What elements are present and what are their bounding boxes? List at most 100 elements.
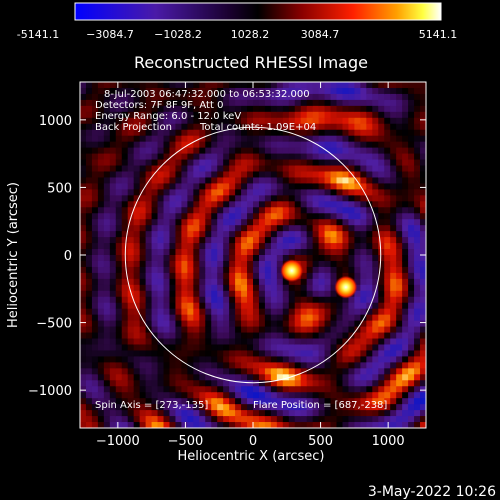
heatmap-cell xyxy=(384,296,391,304)
heatmap-cell xyxy=(115,219,123,226)
heatmap-cell xyxy=(157,290,165,298)
heatmap-cell xyxy=(181,308,188,316)
heatmap-cell xyxy=(247,237,254,244)
heatmap-cell xyxy=(145,284,153,292)
heatmap-cell xyxy=(270,123,278,131)
heatmap-cell xyxy=(288,284,296,292)
heatmap-cell xyxy=(127,201,135,208)
flare-source-1 xyxy=(280,259,304,283)
heatmap-cell xyxy=(312,231,320,238)
heatmap-cell xyxy=(396,255,403,262)
heatmap-cell xyxy=(318,314,326,322)
heatmap-cell xyxy=(175,189,183,196)
heatmap-cell xyxy=(80,213,87,220)
heatmap-cell xyxy=(235,123,242,131)
heatmap-cell xyxy=(318,272,326,280)
heatmap-cell xyxy=(324,123,332,131)
heatmap-cell xyxy=(270,237,278,244)
heatmap-cell xyxy=(157,308,165,316)
heatmap-cell xyxy=(139,201,147,208)
heatmap-cell xyxy=(384,195,391,202)
heatmap-cell xyxy=(103,117,111,125)
heatmap-cell xyxy=(217,105,224,113)
heatmap-cell xyxy=(300,243,308,250)
heatmap-cell xyxy=(229,129,236,137)
heatmap-cell xyxy=(181,260,188,268)
heatmap-cell xyxy=(121,183,129,190)
heatmap-cell xyxy=(253,207,260,214)
heatmap-cell xyxy=(151,404,159,411)
heatmap-cell xyxy=(205,243,212,250)
heatmap-cell xyxy=(336,374,344,381)
heatmap-cell xyxy=(169,422,177,428)
heatmap-cell xyxy=(396,392,403,399)
heatmap-cell xyxy=(288,374,296,381)
heatmap-cell xyxy=(91,380,99,387)
heatmap-cell xyxy=(229,350,236,358)
heatmap-cell xyxy=(223,195,230,202)
heatmap-cell xyxy=(282,153,290,161)
heatmap-cell xyxy=(378,207,385,214)
heatmap-cell xyxy=(253,93,260,101)
heatmap-cell xyxy=(402,266,409,274)
heatmap-cell xyxy=(97,183,105,190)
heatmap-cell xyxy=(253,368,260,375)
heatmap-cell xyxy=(396,195,403,202)
heatmap-cell xyxy=(312,111,320,119)
heatmap-cell xyxy=(306,82,314,89)
heatmap-cell xyxy=(169,159,177,167)
heatmap-cell xyxy=(169,320,177,328)
heatmap-cell xyxy=(253,422,260,428)
heatmap-cell xyxy=(270,272,278,280)
heatmap-cell xyxy=(91,183,99,190)
heatmap-cell xyxy=(145,225,153,232)
heatmap-cell xyxy=(175,314,183,322)
heatmap-cell xyxy=(115,123,123,131)
heatmap-cell xyxy=(258,374,266,381)
heatmap-cell xyxy=(229,237,236,244)
heatmap-cell xyxy=(342,153,350,161)
heatmap-cell xyxy=(414,386,421,393)
heatmap-cell xyxy=(211,356,218,363)
heatmap-cell xyxy=(103,350,111,358)
heatmap-cell xyxy=(408,326,415,334)
heatmap-cell xyxy=(109,368,117,375)
heatmap-cell xyxy=(348,374,356,381)
heatmap-cell xyxy=(306,392,314,399)
heatmap-cell xyxy=(276,219,284,226)
heatmap-cell xyxy=(115,260,123,268)
heatmap-cell xyxy=(253,392,260,399)
heatmap-cell xyxy=(378,416,385,423)
heatmap-cell xyxy=(264,302,272,310)
heatmap-cell xyxy=(300,326,308,334)
heatmap-cell xyxy=(318,266,326,274)
heatmap-cell xyxy=(276,422,284,428)
heatmap-cell xyxy=(330,392,338,399)
heatmap-cell xyxy=(390,404,397,411)
heatmap-cell xyxy=(384,165,391,173)
heatmap-cell xyxy=(80,332,87,340)
heatmap-cell xyxy=(396,147,403,155)
heatmap-cell xyxy=(103,410,111,417)
heatmap-cell xyxy=(193,213,200,220)
heatmap-cell xyxy=(384,189,391,196)
heatmap-cell xyxy=(103,147,111,155)
heatmap-cell xyxy=(193,99,200,107)
heatmap-cell xyxy=(133,368,141,375)
heatmap-cell xyxy=(103,356,111,363)
heatmap-cell xyxy=(312,249,320,256)
heatmap-cell xyxy=(336,105,344,113)
heatmap-cell xyxy=(187,165,194,173)
heatmap-cell xyxy=(306,189,314,196)
heatmap-cell xyxy=(91,123,99,131)
heatmap-cell xyxy=(115,82,123,89)
heatmap-cell xyxy=(181,237,188,244)
heatmap-cell xyxy=(157,219,165,226)
heatmap-cell xyxy=(145,183,153,190)
heatmap-cell xyxy=(80,362,87,369)
heatmap-cell xyxy=(288,326,296,334)
heatmap-cell xyxy=(253,416,260,423)
heatmap-cell xyxy=(181,165,188,173)
heatmap-cell xyxy=(420,350,426,358)
heatmap-cell xyxy=(187,219,194,226)
